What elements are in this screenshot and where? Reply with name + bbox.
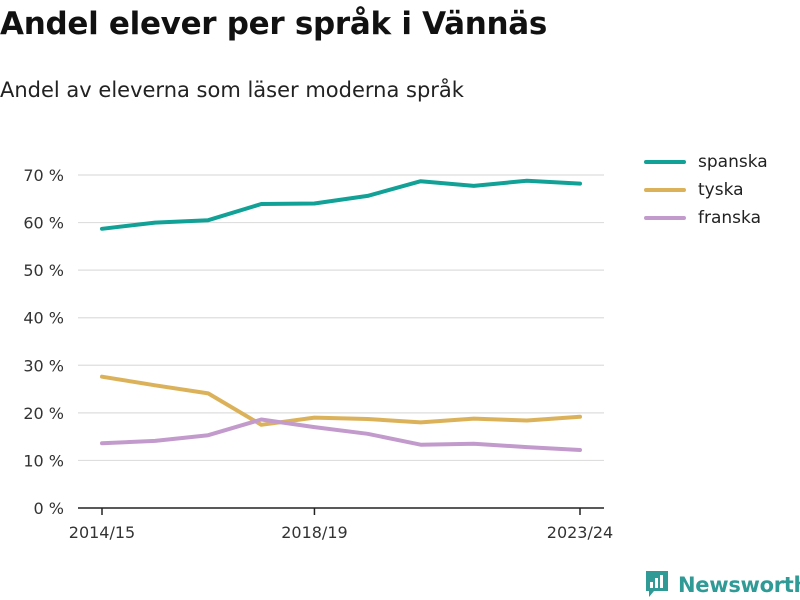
y-tick-label: 10 % bbox=[23, 451, 64, 470]
x-tick-label: 2023/24 bbox=[547, 523, 613, 542]
legend-swatch-franska bbox=[644, 216, 686, 220]
y-tick-label: 70 % bbox=[23, 166, 64, 185]
legend-item-tyska: tyska bbox=[644, 176, 768, 204]
series-line-franska bbox=[100, 417, 582, 452]
legend-item-franska: franska bbox=[644, 204, 768, 232]
y-tick-label: 20 % bbox=[23, 404, 64, 423]
series-line-tyska bbox=[100, 374, 582, 427]
y-tick-label: 50 % bbox=[23, 261, 64, 280]
legend-item-spanska: spanska bbox=[644, 148, 768, 176]
x-tick-label: 2014/15 bbox=[69, 523, 135, 542]
brand-name: Newsworthy bbox=[678, 572, 800, 597]
y-tick-label: 60 % bbox=[23, 214, 64, 233]
chart-title: Andel elever per språk i Vännäs bbox=[0, 6, 548, 42]
legend-label-spanska: spanska bbox=[698, 152, 768, 172]
series-lines bbox=[100, 178, 582, 452]
x-axis bbox=[78, 507, 604, 515]
legend-swatch-spanska bbox=[644, 160, 686, 164]
legend-swatch-tyska bbox=[644, 188, 686, 192]
legend-label-tyska: tyska bbox=[698, 180, 744, 200]
legend: spanska tyska franska bbox=[644, 148, 768, 232]
y-axis-labels: 0 % 10 % 20 % 30 % 40 % 50 % 60 % 70 % bbox=[23, 166, 64, 518]
y-tick-label: 0 % bbox=[34, 499, 64, 518]
brand-logo: Newsworthy bbox=[644, 569, 800, 600]
chart-subtitle: Andel av eleverna som läser moderna språ… bbox=[0, 78, 464, 102]
series-line-spanska bbox=[100, 178, 582, 231]
x-tick-label: 2018/19 bbox=[281, 523, 347, 542]
y-tick-label: 30 % bbox=[23, 356, 64, 375]
y-tick-label: 40 % bbox=[23, 309, 64, 328]
x-axis-labels: 2014/15 2018/19 2023/24 bbox=[69, 523, 613, 542]
newsworthy-bar-chart-logo-icon bbox=[646, 571, 668, 597]
legend-label-franska: franska bbox=[698, 208, 761, 228]
